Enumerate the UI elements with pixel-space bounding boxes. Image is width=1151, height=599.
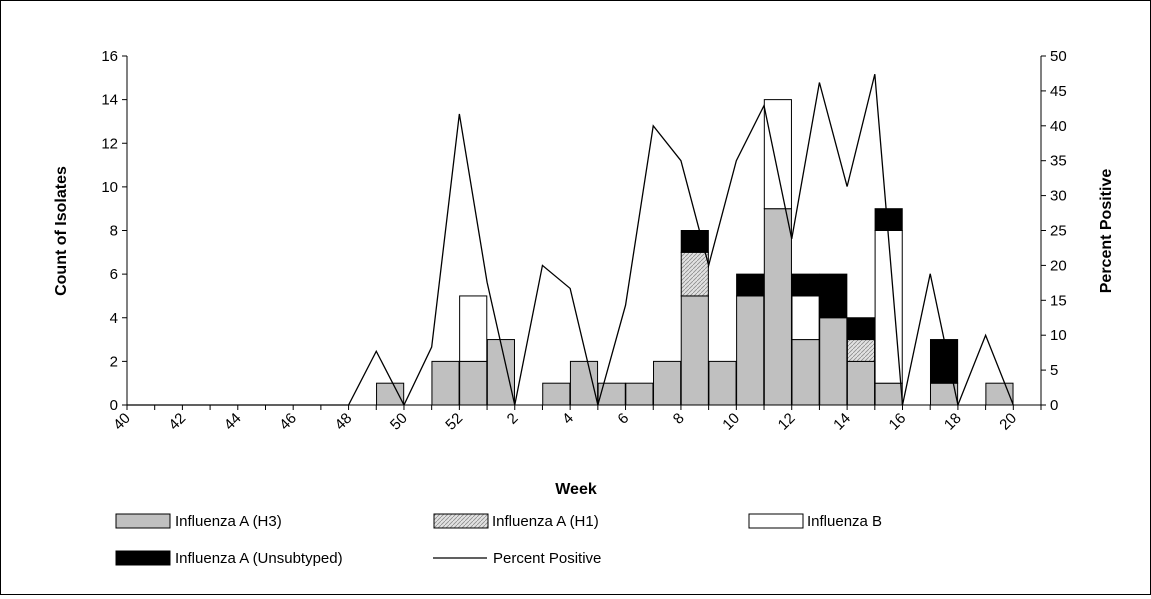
- legend-swatch-h1: [433, 513, 489, 529]
- bar-unsubtyped-week-17: [929, 339, 959, 384]
- bar-h3-week-10: [736, 295, 765, 406]
- legend-label-h3: Influenza A (H3): [175, 513, 282, 530]
- bar-h3-week-15: [874, 382, 903, 406]
- x-tick-label: 52: [442, 410, 466, 434]
- bar-h3-week-6: [625, 382, 654, 406]
- y-left-tick-label: 6: [110, 266, 118, 283]
- legend-swatch-h3: [115, 513, 171, 529]
- x-tick-label: 46: [276, 410, 300, 434]
- x-tick-label: 14: [830, 410, 854, 434]
- x-tick-label: 12: [775, 410, 799, 434]
- y-left-tick-label: 16: [101, 48, 118, 65]
- y-right-tick-label: 40: [1050, 118, 1067, 135]
- bar-unsubtyped-week-10: [736, 273, 765, 297]
- bar-h3-week-3: [542, 382, 571, 406]
- legend-label-unsubtyped: Influenza A (Unsubtyped): [175, 550, 343, 567]
- y-left-tick-label: 0: [110, 397, 118, 414]
- bar-h3-week-13: [819, 317, 848, 406]
- y-right-tick-label: 20: [1050, 257, 1067, 274]
- y-left-tick-label: 14: [101, 92, 118, 109]
- x-tick-label: 20: [996, 410, 1020, 434]
- x-tick-label: 42: [165, 410, 189, 434]
- y-right-tick-label: 45: [1050, 83, 1067, 100]
- bar-h3-week-4: [569, 360, 599, 406]
- x-axis-title: Week: [555, 481, 597, 498]
- bar-h3-week-9: [708, 360, 737, 406]
- x-tick-label: 4: [559, 410, 577, 428]
- x-tick-label: 8: [670, 410, 688, 428]
- x-tick-label: 2: [504, 410, 522, 428]
- y-right-tick-label: 25: [1050, 223, 1067, 240]
- x-tick-label: 50: [387, 410, 411, 434]
- bar-unsubtyped-week-13: [819, 273, 848, 319]
- bar-h3-week-11: [763, 208, 792, 406]
- bar-h3-week-1: [486, 339, 515, 406]
- bar-b-week-15: [874, 230, 903, 384]
- y-left-tick-label: 12: [101, 135, 118, 152]
- bar-h1-week-14: [846, 339, 876, 362]
- x-tick-label: 18: [941, 410, 965, 434]
- y-left-tick-label: 10: [101, 179, 118, 196]
- y-right-tick-label: 5: [1050, 362, 1058, 379]
- y-left-tick-label: 4: [110, 310, 118, 327]
- legend-label-percent: Percent Positive: [493, 550, 601, 567]
- bar-b-week-52: [459, 295, 488, 362]
- bar-h3-week-51: [431, 360, 460, 406]
- bar-h3-week-52: [459, 360, 488, 406]
- y-axis-title-right: Percent Positive: [1098, 169, 1115, 294]
- y-left-tick-label: 2: [110, 353, 118, 370]
- bar-unsubtyped-week-15: [874, 208, 903, 232]
- x-tick-label: 44: [221, 410, 245, 434]
- bar-unsubtyped-week-8: [680, 230, 709, 253]
- bar-h1-week-8: [680, 251, 709, 297]
- legend-swatch-unsubtyped: [115, 550, 171, 566]
- y-right-tick-label: 35: [1050, 153, 1067, 170]
- x-tick-label: 6: [614, 410, 632, 428]
- bar-b-week-11: [763, 99, 792, 210]
- legend: Influenza A (H3) Influenza A (H1) Influe…: [115, 513, 882, 567]
- bar-h3-week-7: [653, 360, 682, 406]
- y-right-tick-label: 0: [1050, 397, 1058, 414]
- legend-label-h1: Influenza A (H1): [492, 513, 599, 530]
- bar-h3-week-14: [846, 360, 876, 406]
- bar-h3-week-8: [680, 295, 709, 406]
- y-right-tick-label: 30: [1050, 188, 1067, 205]
- y-left-tick-label: 8: [110, 223, 118, 240]
- bar-h3-week-12: [791, 339, 820, 406]
- bar-b-week-12: [791, 295, 820, 341]
- x-tick-label: 48: [332, 410, 356, 434]
- y-right-tick-label: 50: [1050, 48, 1067, 65]
- bar-h3-week-49: [376, 382, 405, 406]
- bar-unsubtyped-week-14: [846, 317, 876, 341]
- bar-unsubtyped-week-12: [791, 273, 820, 297]
- y-axis-title-left: Count of Isolates: [53, 166, 70, 296]
- y-right-tick-label: 10: [1050, 327, 1067, 344]
- x-tick-label: 16: [886, 410, 910, 434]
- legend-swatch-b: [748, 513, 804, 529]
- y-right-tick-label: 15: [1050, 292, 1067, 309]
- legend-label-b: Influenza B: [807, 513, 882, 530]
- bar-h3-week-5: [597, 382, 626, 406]
- x-tick-label: 10: [719, 410, 743, 434]
